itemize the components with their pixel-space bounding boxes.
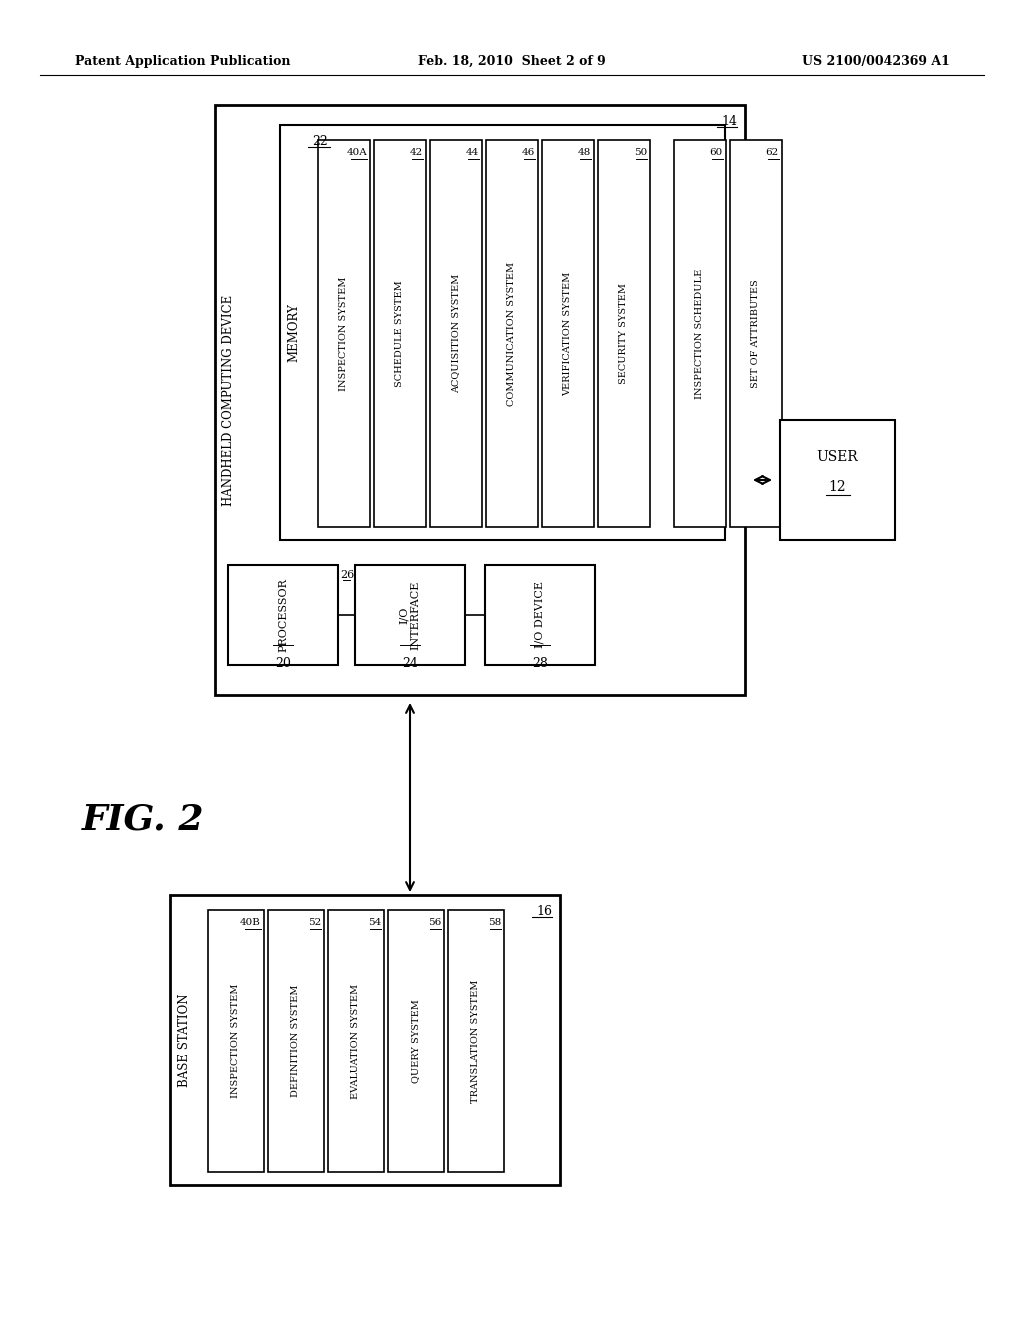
- Text: PROCESSOR: PROCESSOR: [278, 578, 288, 652]
- Bar: [374, 140, 426, 527]
- Text: 46: 46: [522, 148, 535, 157]
- Bar: [318, 140, 370, 527]
- Text: 44: 44: [466, 148, 479, 157]
- Text: MEMORY: MEMORY: [288, 304, 300, 362]
- Text: QUERY SYSTEM: QUERY SYSTEM: [412, 999, 421, 1082]
- Text: INSPECTION SYSTEM: INSPECTION SYSTEM: [340, 276, 348, 391]
- Bar: [268, 909, 324, 1172]
- Text: BASE STATION: BASE STATION: [177, 993, 190, 1086]
- Bar: [355, 565, 465, 665]
- Bar: [598, 140, 650, 527]
- Bar: [328, 909, 384, 1172]
- Text: 54: 54: [368, 917, 381, 927]
- Text: VERIFICATION SYSTEM: VERIFICATION SYSTEM: [563, 272, 572, 396]
- Bar: [170, 895, 560, 1185]
- Text: SECURITY SYSTEM: SECURITY SYSTEM: [620, 282, 629, 384]
- Text: 24: 24: [402, 657, 418, 671]
- Text: 22: 22: [312, 135, 328, 148]
- Text: INSPECTION SYSTEM: INSPECTION SYSTEM: [231, 983, 241, 1098]
- Bar: [730, 140, 782, 527]
- Bar: [780, 420, 895, 540]
- Text: TRANSLATION SYSTEM: TRANSLATION SYSTEM: [471, 979, 480, 1102]
- Text: ACQUISITION SYSTEM: ACQUISITION SYSTEM: [452, 273, 461, 393]
- Text: 52: 52: [308, 917, 321, 927]
- Text: I/O DEVICE: I/O DEVICE: [535, 582, 545, 648]
- Text: I/O
INTERFACE: I/O INTERFACE: [399, 581, 421, 649]
- Text: 56: 56: [428, 917, 441, 927]
- Text: 20: 20: [275, 657, 291, 671]
- Text: Feb. 18, 2010  Sheet 2 of 9: Feb. 18, 2010 Sheet 2 of 9: [418, 55, 606, 69]
- Text: COMMUNICATION SYSTEM: COMMUNICATION SYSTEM: [508, 261, 516, 405]
- Text: 14: 14: [721, 115, 737, 128]
- Bar: [486, 140, 538, 527]
- Text: 12: 12: [828, 480, 846, 494]
- Text: SCHEDULE SYSTEM: SCHEDULE SYSTEM: [395, 280, 404, 387]
- Text: 40A: 40A: [346, 148, 367, 157]
- Text: US 2100/0042369 A1: US 2100/0042369 A1: [802, 55, 950, 69]
- Text: SET OF ATTRIBUTES: SET OF ATTRIBUTES: [752, 279, 761, 388]
- Bar: [228, 565, 338, 665]
- Text: 58: 58: [487, 917, 501, 927]
- Bar: [485, 565, 595, 665]
- Text: Patent Application Publication: Patent Application Publication: [75, 55, 291, 69]
- Text: HANDHELD COMPUTING DEVICE: HANDHELD COMPUTING DEVICE: [222, 294, 236, 506]
- Text: 50: 50: [634, 148, 647, 157]
- Bar: [430, 140, 482, 527]
- Text: 26: 26: [340, 570, 354, 579]
- Text: INSPECTION SCHEDULE: INSPECTION SCHEDULE: [695, 268, 705, 399]
- Text: 16: 16: [536, 906, 552, 917]
- Text: 60: 60: [710, 148, 723, 157]
- Bar: [542, 140, 594, 527]
- Bar: [388, 909, 444, 1172]
- Text: 62: 62: [766, 148, 779, 157]
- Text: 28: 28: [532, 657, 548, 671]
- Bar: [449, 909, 504, 1172]
- Text: 42: 42: [410, 148, 423, 157]
- Text: USER: USER: [816, 450, 858, 465]
- Text: FIG. 2: FIG. 2: [82, 803, 205, 837]
- Bar: [208, 909, 264, 1172]
- Text: 40B: 40B: [240, 917, 261, 927]
- Bar: [674, 140, 726, 527]
- Text: EVALUATION SYSTEM: EVALUATION SYSTEM: [351, 983, 360, 1098]
- Bar: [215, 106, 745, 696]
- Text: 48: 48: [578, 148, 591, 157]
- Text: DEFINITION SYSTEM: DEFINITION SYSTEM: [292, 985, 300, 1097]
- Bar: [280, 125, 725, 540]
